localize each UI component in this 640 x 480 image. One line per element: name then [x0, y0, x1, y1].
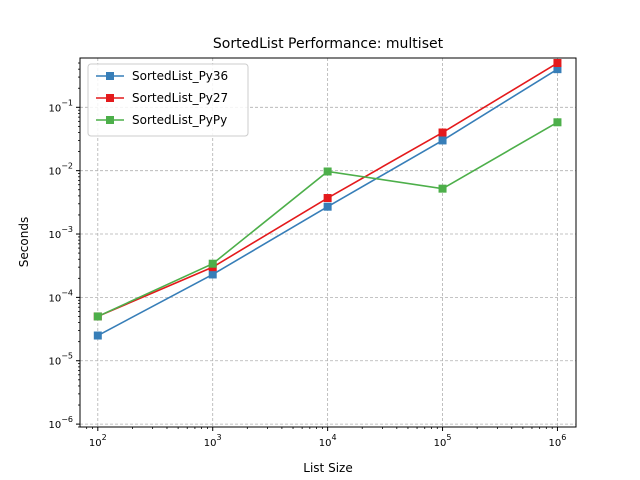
y-tick-exponent: −3	[61, 225, 73, 234]
x-tick-exponent: 3	[217, 433, 222, 442]
x-tick-label: 104	[319, 433, 337, 449]
data-point-SortedList_Py36	[323, 202, 332, 211]
data-point-SortedList_Py36	[208, 270, 217, 279]
data-point-SortedList_PyPy	[323, 167, 332, 176]
x-tick-exponent: 2	[102, 433, 107, 442]
y-tick-label: 10−2	[48, 162, 73, 178]
plot-frame	[79, 57, 577, 428]
y-tick-label: 10−4	[48, 288, 73, 304]
data-point-SortedList_Py36	[93, 331, 102, 340]
legend-marker	[106, 94, 114, 102]
y-axis-label: Seconds	[17, 217, 31, 267]
x-tick-exponent: 6	[561, 433, 566, 442]
y-tick-exponent: −1	[61, 98, 73, 107]
legend-label: SortedList_PyPy	[132, 113, 227, 127]
y-tick-label: 10−6	[48, 415, 73, 431]
y-tick-label: 10−5	[48, 352, 73, 368]
legend-label: SortedList_Py27	[132, 91, 228, 105]
legend-label: SortedList_Py36	[132, 69, 228, 83]
y-tick-base: 10	[48, 230, 61, 241]
x-tick-exponent: 4	[331, 433, 336, 442]
data-point-SortedList_Py27	[323, 194, 332, 203]
data-point-SortedList_PyPy	[208, 259, 217, 268]
y-tick-label: 10−3	[48, 225, 73, 241]
y-tick-base: 10	[48, 167, 61, 178]
legend-box	[87, 63, 249, 137]
data-point-SortedList_Py36	[438, 136, 447, 145]
x-tick-label: 105	[434, 433, 452, 449]
data-point-SortedList_PyPy	[553, 118, 562, 127]
y-tick-label: 10−1	[48, 98, 73, 114]
legend-marker	[106, 116, 114, 124]
x-tick-label: 106	[549, 433, 567, 449]
y-tick-base: 10	[48, 357, 61, 368]
legend: SortedList_Py36 SortedList_Py27 SortedList…	[87, 63, 249, 137]
x-tick-base: 10	[89, 438, 102, 449]
y-tick-exponent: −2	[61, 162, 73, 171]
x-tick-label: 102	[89, 433, 107, 449]
y-tick-base: 10	[48, 420, 61, 431]
data-point-SortedList_PyPy	[93, 312, 102, 321]
data-point-SortedList_PyPy	[438, 184, 447, 193]
x-tick-base: 10	[549, 438, 562, 449]
data-point-SortedList_Py27	[553, 59, 562, 68]
y-tick-exponent: −4	[61, 288, 73, 297]
x-tick-base: 10	[434, 438, 447, 449]
legend-marker	[106, 72, 114, 80]
x-tick-base: 10	[204, 438, 217, 449]
data-point-SortedList_Py36	[553, 65, 562, 74]
x-tick-base: 10	[319, 438, 332, 449]
series-group	[93, 59, 562, 340]
chart-title: SortedList Performance: multiset	[213, 36, 444, 52]
y-tick-exponent: −6	[61, 415, 73, 424]
data-point-SortedList_Py27	[438, 128, 447, 137]
x-tick-exponent: 5	[446, 433, 451, 442]
x-axis-label: List Size	[303, 461, 352, 475]
x-tick-label: 103	[204, 433, 222, 449]
y-tick-base: 10	[48, 103, 61, 114]
y-tick-exponent: −5	[61, 352, 73, 361]
y-tick-base: 10	[48, 293, 61, 304]
